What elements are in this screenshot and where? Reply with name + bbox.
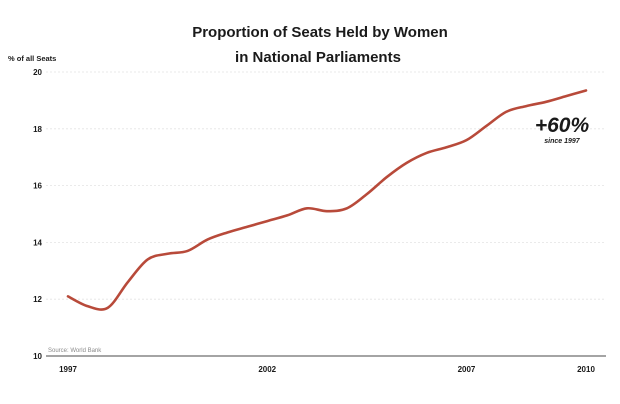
annotation-percent: +60%	[535, 114, 590, 137]
series-layer	[66, 89, 588, 311]
tick-labels: 10 12 14 16 18 20 1997 2002 2007 2010	[33, 68, 595, 374]
y-tick-label: 10	[33, 352, 42, 361]
x-tick-label: 2002	[258, 365, 276, 374]
gridlines	[46, 71, 606, 300]
x-tick-label: 1997	[59, 365, 77, 374]
chart-title-line1: Proportion of Seats Held by Women	[192, 24, 448, 41]
y-tick-label: 12	[33, 295, 42, 304]
y-tick-label: 14	[33, 238, 42, 247]
y-tick-label: 16	[33, 182, 42, 191]
chart-title-line2: in National Parliaments	[235, 49, 401, 66]
x-tick-label: 2007	[458, 365, 476, 374]
y-tick-label: 18	[33, 125, 42, 134]
annotation-since: since 1997	[544, 138, 581, 145]
series-line-0	[66, 89, 588, 311]
source-note: Source: World Bank	[48, 348, 102, 354]
y-axis-label: % of all Seats	[8, 54, 56, 63]
y-tick-label: 20	[33, 68, 42, 77]
x-tick-label: 2010	[577, 365, 595, 374]
